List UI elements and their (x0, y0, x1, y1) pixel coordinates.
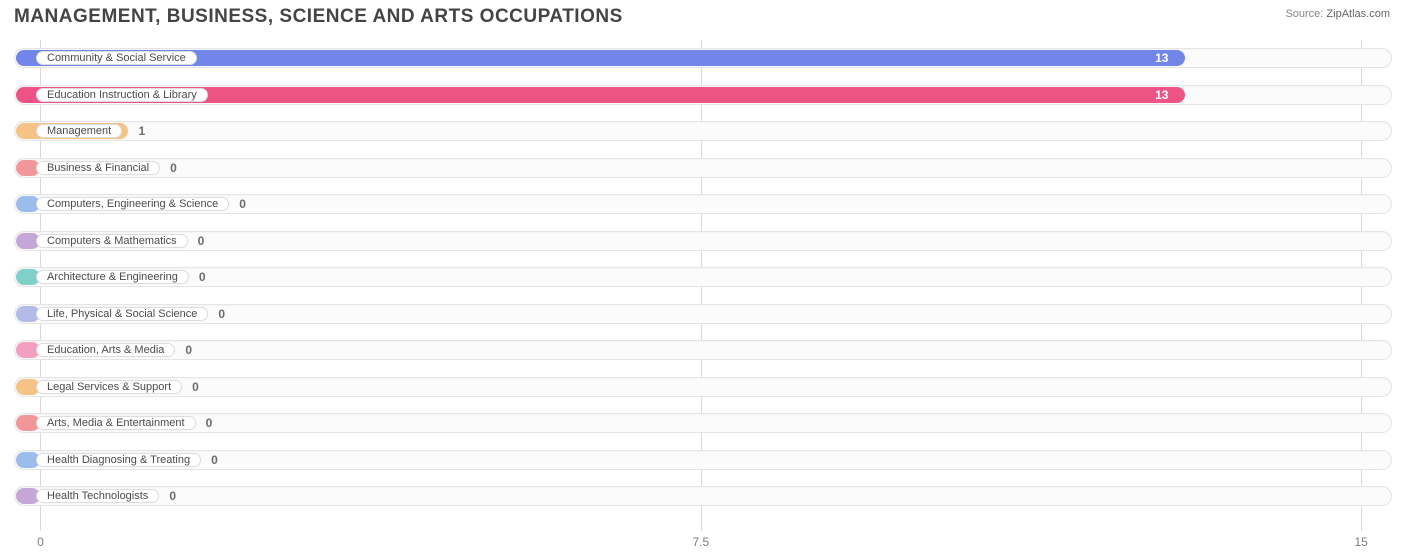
bar-row: Management 1 (14, 113, 1392, 150)
x-axis: 0 7.5 15 (14, 535, 1392, 553)
bar-value: 0 (206, 416, 213, 430)
source-site: ZipAtlas.com (1326, 8, 1390, 20)
bar-value: 13 (1155, 88, 1168, 102)
bar-row: Life, Physical & Social Science 0 (14, 296, 1392, 333)
bar-row: Health Diagnosing & Treating 0 (14, 442, 1392, 479)
bar-label-pill: Business & Financial (36, 161, 160, 175)
bar-track (14, 231, 1392, 251)
bar-value: 0 (239, 197, 246, 211)
chart-area: Community & Social Service13Education In… (14, 40, 1392, 531)
bar-track (14, 340, 1392, 360)
chart-title: MANAGEMENT, BUSINESS, SCIENCE AND ARTS O… (14, 6, 623, 28)
bar-row: Community & Social Service 13 (14, 40, 1392, 77)
bar-value: 0 (185, 343, 192, 357)
bar-label-pill: Computers, Engineering & Science (36, 197, 229, 211)
bar-value: 13 (1155, 51, 1168, 65)
bar-value: 0 (170, 161, 177, 175)
bar-label-pill: Computers & Mathematics (36, 234, 188, 248)
bar-value: 0 (169, 489, 176, 503)
bar-label-pill: Education, Arts & Media (36, 343, 175, 357)
bar-label-pill: Community & Social Service (36, 51, 197, 65)
bar-track (14, 377, 1392, 397)
bar-value: 0 (192, 380, 199, 394)
bar-label-pill: Legal Services & Support (36, 380, 182, 394)
bar-label-pill: Architecture & Engineering (36, 270, 189, 284)
bar-value: 0 (199, 270, 206, 284)
bar-row: Computers & Mathematics 0 (14, 223, 1392, 260)
bar-label-pill: Health Technologists (36, 489, 159, 503)
bar-track (14, 413, 1392, 433)
x-tick-label: 7.5 (692, 535, 709, 549)
source-label: Source: (1285, 8, 1323, 20)
bar-track (14, 158, 1392, 178)
bar-row: Business & Financial 0 (14, 150, 1392, 187)
bar-value: 0 (198, 234, 205, 248)
bar-track (14, 450, 1392, 470)
bar-label-pill: Life, Physical & Social Science (36, 307, 208, 321)
bar-value: 0 (211, 453, 218, 467)
bar-label-pill: Health Diagnosing & Treating (36, 453, 201, 467)
bar-row: Education, Arts & Media 0 (14, 332, 1392, 369)
bar-label-pill: Education Instruction & Library (36, 88, 208, 102)
bar-row: Architecture & Engineering 0 (14, 259, 1392, 296)
bar-value: 1 (138, 124, 145, 138)
bar-track (14, 486, 1392, 506)
bar-row: Legal Services & Support 0 (14, 369, 1392, 406)
bar-value: 0 (218, 307, 225, 321)
x-tick-label: 0 (37, 535, 44, 549)
bar-row: Education Instruction & Library 13 (14, 77, 1392, 114)
bar-label-pill: Arts, Media & Entertainment (36, 416, 196, 430)
bar-row: Arts, Media & Entertainment 0 (14, 405, 1392, 442)
bar-label-pill: Management (36, 124, 122, 138)
bar-row: Computers, Engineering & Science 0 (14, 186, 1392, 223)
bar-track (14, 121, 1392, 141)
chart-source: Source: ZipAtlas.com (1285, 8, 1390, 20)
bar-row: Health Technologists 0 (14, 478, 1392, 515)
x-tick-label: 15 (1354, 535, 1367, 549)
bar-track (14, 267, 1392, 287)
